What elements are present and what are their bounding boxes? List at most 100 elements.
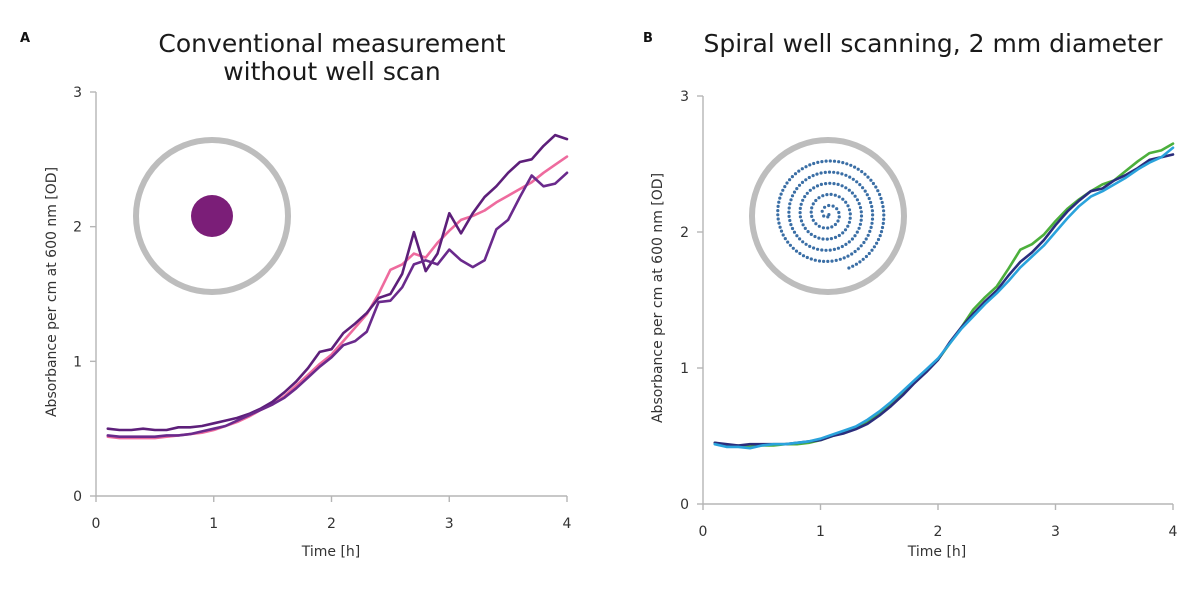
spiral-dot — [828, 248, 832, 252]
panel-b: B Spiral well scanning, 2 mm diameter 0 1… — [643, 29, 1178, 560]
spiral-dot — [882, 217, 886, 221]
spiral-dot — [822, 214, 826, 218]
y-tick-label: 3 — [73, 85, 82, 101]
spiral-dot — [825, 193, 829, 197]
spiral-dot — [776, 204, 780, 208]
spiral-dot — [841, 231, 845, 235]
spiral-dot — [847, 220, 852, 224]
series-line-1 — [106, 155, 569, 440]
spiral-dot — [832, 182, 836, 186]
spiral-dot — [808, 163, 812, 167]
spiral-dot — [867, 196, 871, 201]
panel-a-x-axis-label: Time [h] — [301, 544, 361, 560]
spiral-dot — [853, 249, 857, 254]
spiral-dot — [870, 221, 874, 225]
spiral-dot — [871, 181, 876, 186]
panel-a: A Conventional measurement without well … — [20, 29, 572, 560]
well-ring — [133, 137, 291, 295]
spiral-dot — [847, 188, 851, 192]
spiral-dot — [800, 180, 805, 184]
spiral-dot — [858, 183, 862, 187]
spiral-dot — [799, 202, 803, 206]
spiral-dot — [824, 182, 828, 186]
spiral-dot — [777, 221, 781, 225]
spiral-dot — [867, 251, 871, 256]
spiral-dot — [858, 260, 862, 264]
spiral-dot — [878, 234, 882, 238]
spiral-dot — [811, 174, 815, 178]
x-tick-label: 0 — [92, 516, 101, 532]
spiral-dot — [814, 222, 818, 226]
spiral-dot — [864, 254, 869, 259]
spiral-dot — [801, 254, 806, 258]
y-tick-label: 2 — [680, 225, 689, 241]
spiral-dot — [831, 204, 835, 208]
spiral-dot — [870, 209, 875, 213]
spiral-dot — [804, 178, 808, 182]
y-tick-label: 2 — [73, 220, 82, 236]
panel-a-plot-area — [106, 133, 569, 440]
spiral-dot — [837, 160, 841, 164]
spiral-dot — [804, 242, 808, 246]
spiral-dot — [801, 198, 805, 202]
spiral-dot — [848, 212, 852, 216]
spiral-dot — [801, 240, 805, 244]
spiral-dot — [869, 225, 873, 229]
spiral-dot — [876, 237, 881, 242]
spiral-dot — [800, 167, 804, 171]
spiral-dot — [785, 181, 789, 185]
x-tick-label: 4 — [1169, 524, 1178, 540]
panel-b-letter: B — [643, 31, 653, 46]
spiral-dot — [858, 206, 863, 210]
series-line-2 — [713, 153, 1175, 447]
spiral-dot — [850, 191, 855, 195]
spiral-dot — [856, 247, 860, 251]
spiral-dot — [790, 194, 795, 198]
spiral-dot — [866, 175, 870, 179]
panel-a-y-axis-label: Absorbance per cm at 600 nm [OD] — [44, 167, 60, 417]
spiral-dot — [844, 200, 848, 204]
spiral-dot — [820, 160, 824, 164]
spiral-dot — [869, 178, 873, 182]
spiral-dot — [824, 159, 828, 163]
spiral-dot — [817, 224, 821, 228]
spiral-dot — [846, 254, 850, 258]
y-tick-label: 0 — [73, 489, 82, 505]
spiral-dot — [797, 169, 801, 173]
spiral-dot — [811, 202, 815, 206]
spiral-dot — [870, 217, 875, 221]
spiral-dot — [795, 187, 799, 191]
spiral-dot — [812, 161, 816, 166]
spiral-dot — [777, 200, 781, 204]
spiral-dot — [844, 242, 848, 246]
spiral-dot — [845, 162, 849, 166]
spiral-dot — [850, 252, 854, 256]
spiral-dot — [811, 218, 815, 222]
spiral-dot — [816, 160, 820, 164]
spiral-dot — [840, 184, 844, 188]
spiral-dot — [819, 182, 824, 186]
spiral-dot — [840, 244, 844, 249]
spiral-dot — [804, 165, 808, 169]
panel-b-plot-area — [713, 142, 1175, 450]
x-tick-label: 1 — [209, 516, 218, 532]
y-tick-label: 1 — [680, 361, 689, 377]
spiral-dot — [842, 256, 846, 260]
spiral-dot — [787, 206, 791, 210]
spiral-dot — [792, 230, 797, 234]
series-line-3 — [106, 171, 569, 438]
spiral-dot — [819, 171, 823, 175]
spiral-dot — [808, 244, 812, 248]
spiral-dot — [825, 237, 829, 241]
spiral-dot — [836, 182, 840, 186]
spiral-dot — [866, 233, 870, 237]
spiral-dot — [808, 188, 812, 192]
spiral-dot — [874, 185, 878, 189]
spiral-dot — [826, 259, 830, 263]
spiral-dot — [816, 247, 820, 251]
spiral-dot — [832, 170, 836, 174]
spiral-dot — [853, 165, 857, 169]
spiral-dot — [857, 226, 861, 230]
spiral-dot — [799, 219, 804, 223]
